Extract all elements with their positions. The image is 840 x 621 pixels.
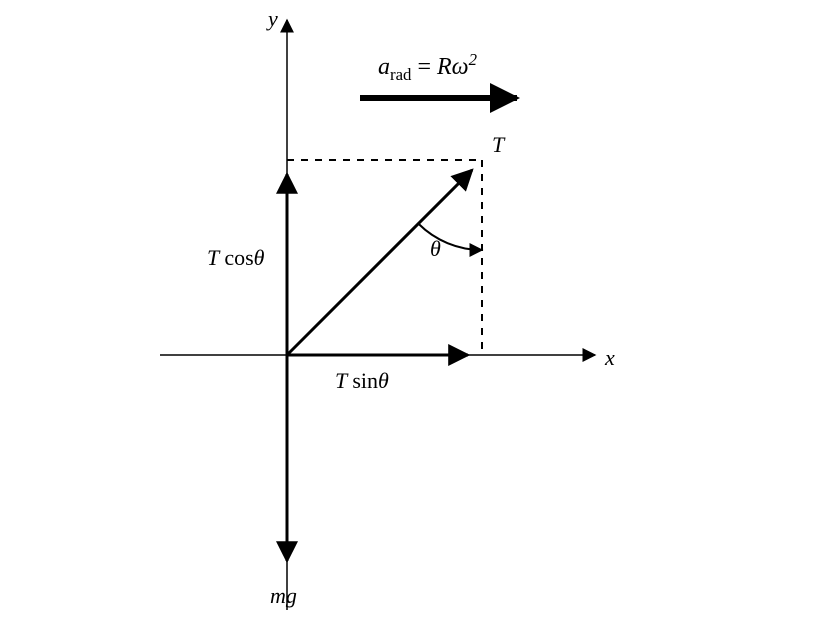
y-axis-label: y [268,6,278,32]
angle-theta-arc [418,224,482,250]
label-t: T [492,132,504,158]
label-t-sin-theta: T sinθ [335,368,389,394]
label-mg: mg [270,583,297,609]
x-axis-label: x [605,345,615,371]
vector-t [287,170,472,355]
label-theta: θ [430,236,441,262]
label-t-cos-theta: T cosθ [207,245,264,271]
label-a-rad-equation: arad = Rω2 [378,50,477,85]
